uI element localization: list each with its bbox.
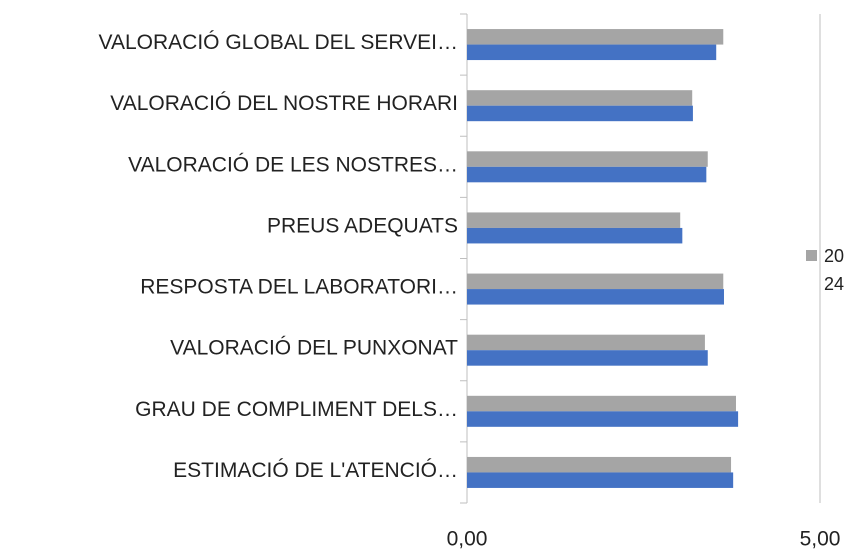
bar: [467, 350, 708, 366]
y-tick-label: RESPOSTA DEL LABORATORI…: [140, 276, 458, 299]
bar: [467, 44, 717, 61]
y-tick-label: PREUS ADEQUATS: [267, 214, 458, 237]
bar: [467, 289, 724, 305]
bar: [467, 212, 681, 228]
y-tick-label: GRAU DE COMPLIMENT DELS…: [135, 398, 458, 421]
y-tick-label: VALORACIÓ DEL NOSTRE HORARI: [110, 92, 458, 115]
y-tick-label: VALORACIÓ DE LES NOSTRES…: [128, 153, 458, 176]
bar: [467, 151, 708, 167]
legend-label: 2024: [824, 246, 845, 294]
x-tick-label: 0,00: [447, 528, 488, 551]
bar: [467, 90, 693, 106]
bar: [467, 273, 724, 290]
bar: [467, 166, 707, 183]
bar: [467, 456, 732, 473]
bar: [467, 227, 683, 244]
y-tick-label: VALORACIÓ GLOBAL DEL SERVEI…: [99, 31, 458, 54]
x-tick-label: 5,00: [800, 528, 841, 551]
bar: [467, 472, 734, 488]
bar: [467, 411, 739, 427]
bar: [467, 105, 693, 122]
bar: [467, 395, 736, 412]
y-tick-label: ESTIMACIÓ DE L'ATENCIÓ…: [173, 459, 458, 482]
bar: [467, 334, 705, 351]
bar: [467, 29, 724, 45]
legend-swatch: [806, 250, 817, 261]
y-tick-label: VALORACIÓ DEL PUNXONAT: [170, 337, 458, 360]
